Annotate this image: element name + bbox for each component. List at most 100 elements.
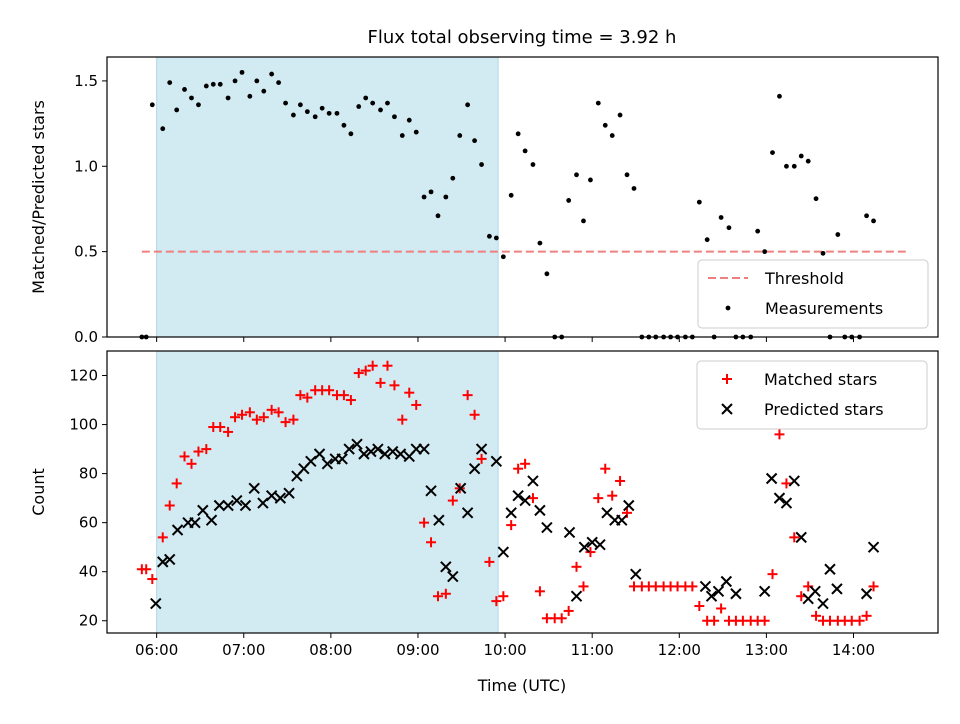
y-tick-label: 0.0 <box>74 328 98 346</box>
matched-star-point <box>360 365 371 376</box>
measurement-point <box>304 109 310 115</box>
measurement-point <box>319 105 325 111</box>
matched-star-point <box>694 601 705 612</box>
measurement-point <box>399 133 405 138</box>
predicted-star-point <box>313 448 326 460</box>
matched-star-point <box>411 399 422 410</box>
matched-star-point <box>353 368 364 379</box>
measurement-point <box>696 199 702 205</box>
matched-star-point <box>141 564 152 575</box>
measurement-point <box>428 189 434 195</box>
predicted-star-stroke-b <box>343 443 355 455</box>
measurement-point <box>631 186 637 191</box>
predicted-star-stroke-b <box>712 585 725 598</box>
measurement-point <box>522 148 528 154</box>
matched-star-point <box>375 377 386 388</box>
measurement-point <box>617 112 623 118</box>
predicted-star-point <box>274 492 287 504</box>
predicted-star-point <box>379 448 391 460</box>
bottom-panel-observing-window <box>156 350 499 634</box>
measurement-point <box>813 196 819 202</box>
measurement-point <box>356 104 362 109</box>
matched-star-point <box>563 605 574 616</box>
measurement-point <box>276 80 282 86</box>
predicted-star-stroke-b <box>699 580 712 593</box>
predicted-star-point <box>809 585 821 598</box>
predicted-star-stroke-b <box>197 504 209 517</box>
predicted-star-point <box>705 590 718 602</box>
predicted-star-point <box>150 597 162 610</box>
x-tick-label: 14:00 <box>832 641 875 659</box>
matched-star-point <box>520 458 531 469</box>
predicted-star-stroke-b <box>773 492 786 504</box>
y-tick-label: 80 <box>79 465 98 483</box>
predicted-star-point <box>425 485 437 497</box>
predicted-star-stroke-b <box>274 492 287 504</box>
y-tick-label: 1.5 <box>74 72 98 90</box>
predicted-star-point <box>189 516 201 529</box>
measurement-point <box>465 102 471 108</box>
predicted-star-point <box>497 546 510 558</box>
predicted-star-stroke-b <box>788 475 800 487</box>
bottom-panel-series-0 <box>136 360 879 626</box>
predicted-star-stroke-b <box>394 448 407 460</box>
predicted-star-stroke-b <box>527 475 539 487</box>
predicted-star-point <box>213 499 226 512</box>
y-tick-label: 100 <box>69 416 98 434</box>
predicted-star-point <box>171 524 184 536</box>
predicted-star-stroke-b <box>758 585 771 598</box>
measurement-point <box>588 177 593 183</box>
predicted-star-stroke-b <box>461 507 474 519</box>
predicted-star-point <box>454 482 467 495</box>
predicted-star-point <box>578 541 591 553</box>
predicted-star-point <box>321 458 334 470</box>
matched-star-point <box>447 495 458 506</box>
top-panel-frame <box>106 56 939 338</box>
matched-star-point <box>230 412 241 423</box>
measurement-point <box>508 192 514 198</box>
x-tick-label: 06:00 <box>135 641 178 659</box>
predicted-star-point <box>205 514 218 526</box>
predicted-star-stroke-b <box>570 590 583 602</box>
predicted-star-point <box>447 570 459 583</box>
predicted-star-point <box>394 448 407 460</box>
predicted-star-point <box>239 499 252 512</box>
predicted-star-stroke-b <box>601 507 613 519</box>
predicted-star-stroke-b <box>512 489 524 502</box>
measurement-point <box>269 71 275 77</box>
matched-star-point <box>811 610 822 621</box>
predicted-star-stroke-b <box>563 526 576 539</box>
matched-star-point <box>258 412 269 423</box>
matched-star-point <box>498 591 509 602</box>
x-tick-label: 09:00 <box>396 641 439 659</box>
measurement-point <box>566 198 572 203</box>
matched-star-point <box>578 581 589 592</box>
measurement-point <box>537 240 543 246</box>
predicted-star-stroke-b <box>358 448 370 460</box>
matched-star-point <box>607 490 618 501</box>
predicted-star-point <box>433 514 445 526</box>
matched-star-point <box>164 500 175 511</box>
measurement-point <box>421 194 427 200</box>
measurement-point <box>871 218 876 224</box>
predicted-star-stroke-b <box>578 541 591 553</box>
predicted-star-point <box>616 514 628 526</box>
predicted-star-stroke-b <box>505 507 517 519</box>
measurement-point <box>805 158 811 164</box>
measurement-point <box>864 213 869 219</box>
bottom-panel-legend: Matched stars Predicted stars <box>696 360 928 430</box>
legend-label: Measurements <box>765 299 883 318</box>
matched-star-point <box>759 615 770 626</box>
matched-star-point <box>201 444 212 455</box>
predicted-star-stroke-b <box>321 458 334 470</box>
predicted-star-stroke-b <box>824 563 836 575</box>
predicted-star-point <box>351 438 363 450</box>
measurement-point <box>595 100 601 106</box>
predicted-star-point <box>586 536 598 548</box>
predicted-star-stroke-b <box>313 448 326 460</box>
matched-star-point <box>244 407 255 418</box>
measurement-point <box>835 232 841 237</box>
predicted-star-point <box>780 497 793 509</box>
predicted-star-stroke-b <box>265 489 278 502</box>
